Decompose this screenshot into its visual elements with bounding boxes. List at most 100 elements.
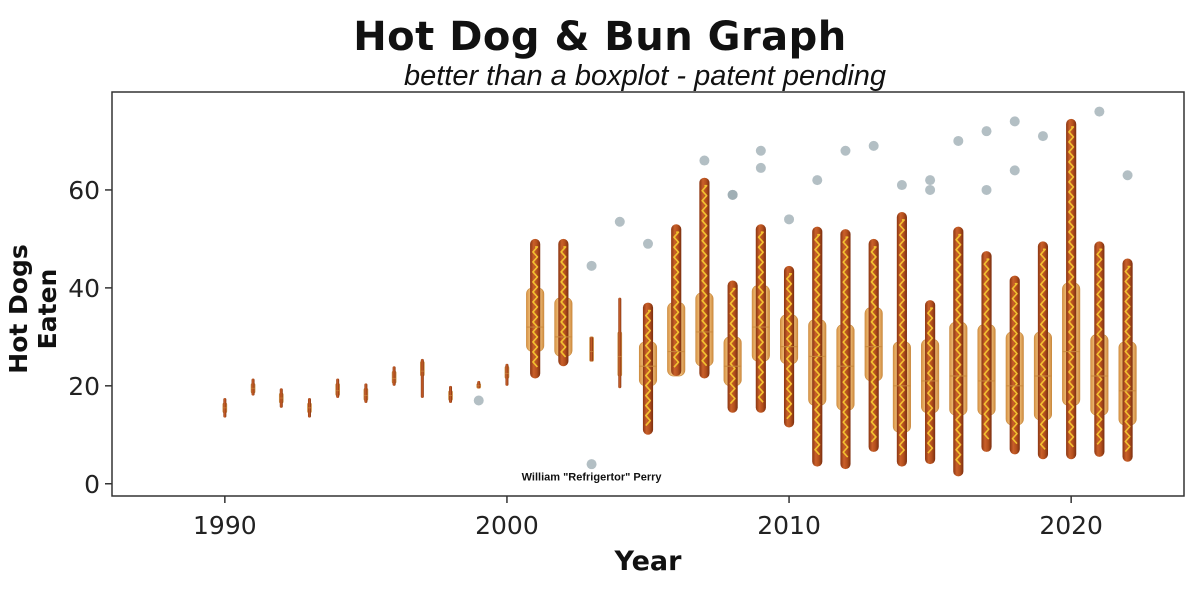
outlier-point [699,155,710,166]
hotdog-box [250,378,256,396]
hotdog-box [589,336,594,362]
mustard-squiggle [842,236,849,458]
y-tick-label: 60 [68,176,100,205]
mustard-squiggle [898,219,905,456]
x-tick-label: 2000 [475,511,539,540]
hotdog-box [278,388,284,408]
mustard-squiggle [1068,126,1075,448]
mustard-squiggle [1039,248,1046,450]
hotdog-box [617,297,623,389]
chart-title: Hot Dog & Bun Graph [353,14,847,60]
outlier-point [1094,106,1105,117]
hotdog-box [222,398,228,418]
mustard-squiggle [1096,248,1103,445]
hotdog-box [836,229,855,470]
outlier-point [473,395,484,406]
sausage-whisker [251,378,255,396]
hotdog-box [1033,241,1052,460]
hotdog-box [448,385,453,403]
sausage-whisker [590,336,594,362]
outlier-point [586,260,597,271]
outlier-point [981,184,992,195]
hotdog-box [949,226,968,477]
sausage-whisker [755,224,766,413]
outlier-point [755,162,766,173]
hotdog-box [526,238,545,379]
sausage-whisker [420,358,424,399]
hotdog-box [420,358,425,399]
hotdog-box [864,238,883,452]
hotdog-box [1062,118,1081,460]
mustard-squiggle [532,246,539,368]
hotdog-box [808,226,827,467]
plot-panel [111,91,1185,497]
outlier-point [812,175,823,186]
x-tick-label: 1990 [193,511,257,540]
outlier-point [868,140,879,151]
annotation-label: William "Refrigertor" Perry [522,471,663,483]
outlier-point [1122,170,1133,181]
outlier-point [925,175,936,186]
hotdog-box [1005,275,1024,455]
hotdog-box [307,398,312,418]
mustard-squiggle [701,184,708,367]
outlier-point [840,145,851,156]
outlier-point [1037,131,1048,142]
outlier-point [586,459,597,470]
hotdog-box [921,300,940,465]
hotdog-box [667,224,686,377]
outlier-point [925,184,936,195]
hotdog-box [723,280,742,413]
sausage-whisker [618,297,622,389]
sausage-whisker [336,378,340,399]
y-tick-label: 20 [68,372,100,401]
hotdog-box [1118,258,1137,462]
hotdog-box [638,302,658,435]
hotdog-box [554,238,573,367]
outlier-point [614,216,625,227]
mustard-squiggle [1124,265,1131,453]
outlier-point [1009,116,1020,127]
hotdog-box [751,224,770,413]
outlier-point [953,135,964,146]
hotdog-box [977,251,996,452]
hotdog-box [780,265,799,428]
mustard-squiggle [673,231,680,368]
mustard-squiggle [757,231,764,403]
outlier-point [1009,165,1020,176]
sausage-whisker [1094,241,1105,457]
y-tick-label: 0 [84,470,100,499]
hotdog-box [695,177,714,379]
outlier-point [896,180,907,191]
sausage-whisker [392,366,396,386]
sausage-whisker [558,238,569,367]
mustard-squiggle [955,233,962,466]
hotdog-box [391,366,397,386]
hotdog-box [476,380,482,389]
mustard-squiggle [814,233,821,456]
x-axis-label: Year [614,546,682,577]
sausage-whisker [364,383,368,403]
outlier-point [784,214,795,225]
mustard-squiggle [870,246,877,443]
hotdog-box [892,211,911,467]
mustard-squiggle [644,309,652,427]
hotdog-box [504,363,510,386]
outlier-point [643,238,653,249]
mustard-squiggle [927,307,934,454]
hotdog-box [335,378,340,399]
mustard-squiggle [786,273,793,420]
hotdog-box [363,383,369,403]
chart-subtitle: better than a boxplot - patent pending [403,60,887,92]
hotdog-box [1090,241,1109,457]
mustard-squiggle [729,287,736,405]
x-tick-label: 2010 [757,511,821,540]
sausage-whisker [449,385,453,403]
sausage-whisker [505,363,509,386]
mustard-squiggle [560,246,567,358]
x-tick-label: 2020 [1039,511,1103,540]
y-tick-label: 40 [68,274,100,303]
outlier-point [727,189,738,200]
mustard-squiggle [983,258,990,440]
